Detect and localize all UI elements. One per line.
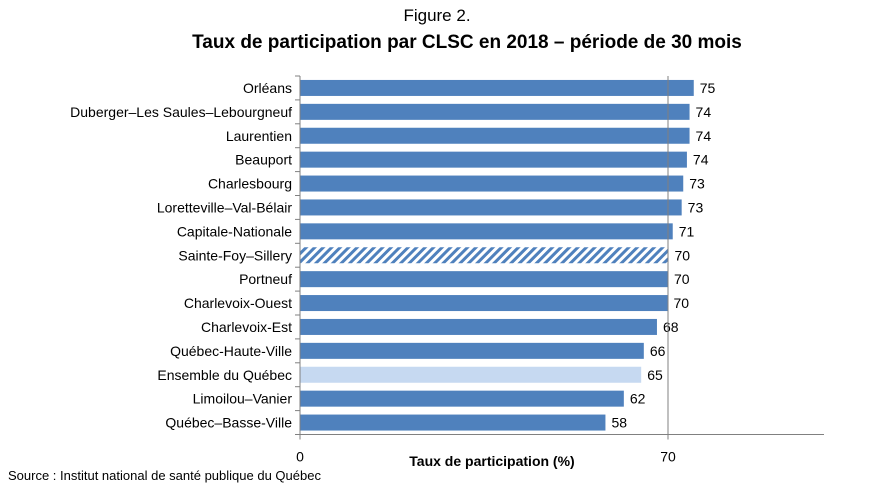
source-note: Source : Institut national de santé publ…: [8, 468, 321, 483]
bar: [300, 414, 606, 431]
category-label: Orléans: [243, 80, 292, 96]
x-axis-label: Taux de participation (%): [409, 453, 574, 469]
bar: [300, 151, 687, 168]
category-label: Loretteville–Val-Bélair: [157, 199, 292, 215]
category-label: Duberger–Les Saules–Lebourgneuf: [70, 104, 292, 120]
figure-label: Figure 2.: [403, 6, 471, 25]
chart-title: Taux de participation par CLSC en 2018 –…: [192, 32, 742, 53]
data-label: 68: [663, 319, 679, 335]
category-label: Charlevoix-Est: [201, 319, 292, 335]
data-label: 74: [696, 128, 712, 144]
bar: [300, 366, 642, 383]
bar: [300, 199, 682, 216]
bar: [300, 223, 673, 240]
data-label: 70: [675, 247, 691, 263]
category-label: Capitale-Nationale: [177, 223, 292, 239]
data-label: 74: [696, 104, 712, 120]
data-label: 73: [688, 199, 704, 215]
data-label: 62: [630, 391, 646, 407]
bar: [300, 175, 684, 192]
bar: [300, 247, 669, 264]
category-label: Québec-Haute-Ville: [170, 343, 292, 359]
bar: [300, 127, 690, 144]
category-label: Laurentien: [226, 128, 292, 144]
data-label: 65: [647, 367, 663, 383]
data-label: 70: [673, 295, 689, 311]
bar: [300, 79, 694, 96]
bar: [300, 318, 657, 335]
data-label: 66: [650, 343, 666, 359]
bar: [300, 295, 668, 312]
bar: [300, 342, 644, 359]
category-label: Ensemble du Québec: [157, 367, 292, 383]
bar: [300, 271, 668, 288]
category-label: Sainte-Foy–Sillery: [178, 247, 292, 263]
category-label: Limoilou–Vanier: [193, 391, 293, 407]
data-label: 58: [611, 415, 627, 431]
bar: [300, 390, 624, 407]
data-label: 70: [674, 271, 690, 287]
category-label: Beauport: [235, 152, 292, 168]
data-label: 73: [689, 176, 705, 192]
bar: [300, 103, 690, 120]
category-label: Charlesbourg: [208, 176, 292, 192]
category-label: Québec–Basse-Ville: [165, 415, 292, 431]
data-label: 74: [693, 152, 709, 168]
category-label: Charlevoix-Ouest: [184, 295, 292, 311]
data-label: 71: [679, 223, 695, 239]
x-tick-label: 70: [660, 449, 676, 465]
data-label: 75: [700, 80, 716, 96]
category-label: Portneuf: [239, 271, 292, 287]
x-tick-label: 0: [296, 449, 304, 465]
